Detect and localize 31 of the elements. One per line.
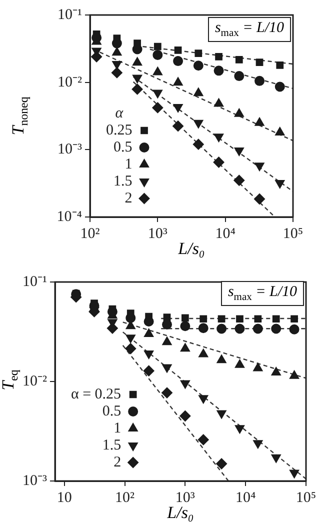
legend-title: α bbox=[115, 105, 124, 122]
y-tick-label: 10⁻⁴ bbox=[56, 208, 82, 225]
y-tick-label: 10⁻³ bbox=[58, 142, 82, 158]
legend-label: 2 bbox=[124, 190, 132, 206]
legend-label: 2 bbox=[114, 454, 122, 470]
y-tick-label: 10⁻¹ bbox=[22, 274, 47, 290]
x-tick-label: 10² bbox=[80, 226, 100, 242]
legend-label: 0.25 bbox=[106, 122, 132, 138]
x-tick-label: 10⁵ bbox=[296, 490, 316, 506]
annotation: s$_{max}$ = L/10 bbox=[208, 17, 291, 42]
x-tick-label: 10² bbox=[115, 490, 136, 506]
x-tick-label: 10³ bbox=[175, 490, 196, 506]
x-tick-label: 10 bbox=[56, 490, 72, 506]
y-tick-label: 10⁻³ bbox=[22, 472, 48, 489]
legend-label: 0.5 bbox=[102, 403, 122, 420]
legend-label: 0.5 bbox=[114, 139, 132, 156]
x-tick-label: 10⁴ bbox=[235, 490, 256, 506]
x-tick-label: 10⁵ bbox=[282, 226, 304, 242]
x-axis-title: L/s₀ bbox=[178, 239, 205, 259]
y-tick-label: 10⁻² bbox=[22, 373, 48, 390]
y-tick-label: 10⁻² bbox=[58, 74, 82, 90]
legend-label: 1 bbox=[124, 156, 132, 172]
y-tick-label: 10⁻¹ bbox=[58, 6, 82, 23]
legend-label: 1.5 bbox=[102, 437, 122, 454]
x-axis-title: L/s₀ bbox=[167, 503, 194, 523]
x-tick-label: 10⁴ bbox=[215, 226, 236, 242]
legend-label: α = 0.25 bbox=[70, 386, 122, 402]
legend-label: 1.5 bbox=[114, 173, 132, 190]
x-tick-label: 10³ bbox=[148, 226, 168, 242]
legend-label: 1 bbox=[114, 420, 122, 436]
annotation: s$_{max}$ = L/10 bbox=[220, 281, 304, 306]
